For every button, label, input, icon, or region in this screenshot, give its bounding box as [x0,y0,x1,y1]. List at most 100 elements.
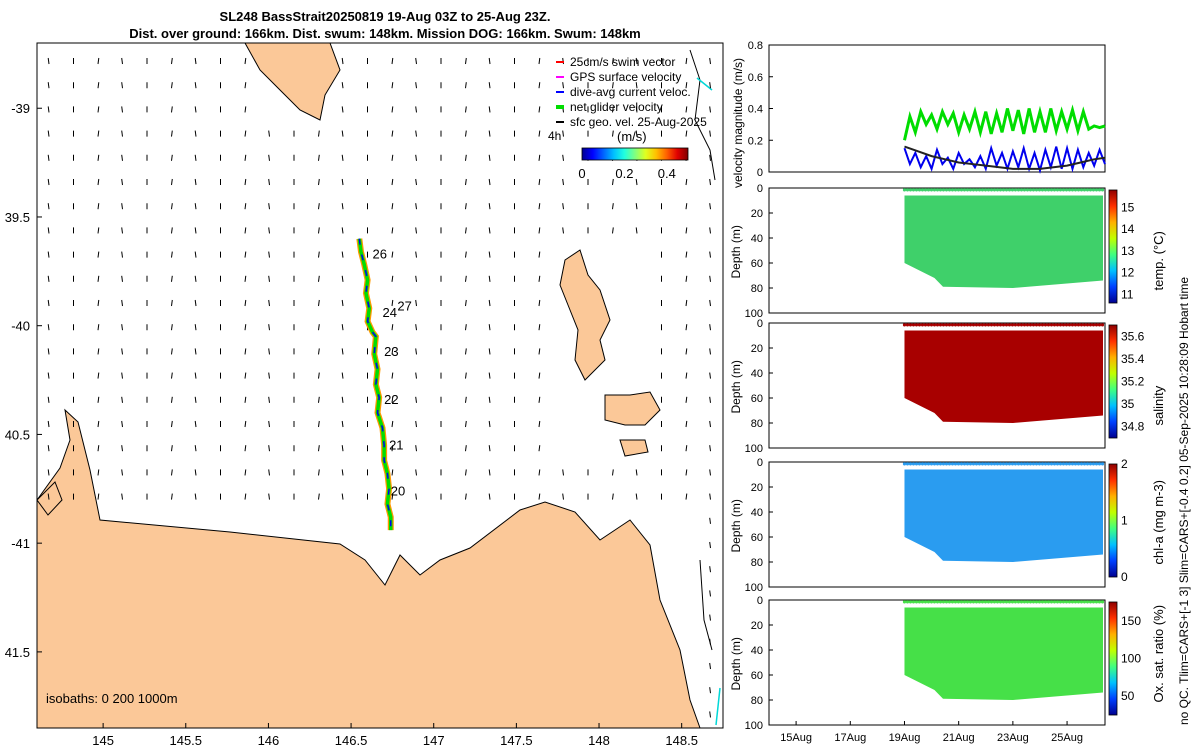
surface-sample-dot [1022,600,1027,604]
velocity-arrow [244,106,247,113]
surface-sample-dot [1073,323,1078,327]
panel-colorbar-tick: 150 [1121,614,1141,628]
velocity-arrow [318,445,320,452]
velocity-arrow [121,227,123,234]
time-tick-label: 17Aug [834,732,866,744]
surface-sample-dot [1013,188,1018,192]
velocity-arrow [538,396,541,403]
velocity-arrow [47,348,50,355]
velocity-arrow [341,348,344,355]
legend-label: sfc geo. vel. 25-Aug-2025 [570,115,707,129]
surface-sample-dot [911,323,916,327]
surface-sample-dot [1067,600,1072,604]
velocity-arrow [47,178,50,186]
surface-sample-dot [998,462,1003,466]
velocity-arrow [465,420,467,428]
map-colorbar [581,147,689,161]
surface-sample-dot [953,188,958,192]
velocity-arrow [685,420,688,428]
velocity-arrow [121,445,123,452]
velocity-arrow [538,324,541,331]
surface-sample-dot [1028,462,1033,466]
velocity-arrow [97,348,100,355]
velocity-arrow [685,348,688,355]
velocity-arrow [194,299,197,307]
side-caption: no QC. Tlim=CARS+[-1 3] Slim=CARS+[-0.4 … [1177,277,1191,725]
velocity-arrow [612,82,614,89]
panel-colorbar-tick: 11 [1121,287,1134,301]
velocity-arrow [391,469,394,476]
surface-sample-dot [1082,600,1087,604]
velocity-arrow [612,469,614,476]
velocity-arrow [194,275,197,282]
surface-sample-dot [974,462,979,466]
velocity-arrow [562,493,564,500]
surface-sample-dot [920,462,925,466]
velocity-arrow [97,420,100,428]
surface-sample-dot [923,462,928,466]
surface-sample-dot [968,600,973,604]
velocity-arrow [47,227,50,234]
velocity-arrow [709,372,711,379]
map-ytick-label: -41 [11,536,30,551]
surface-sample-dot [965,600,970,604]
depth-ytick-label: 80 [751,418,763,430]
velocity-arrow [97,324,100,331]
clarke-island [619,439,649,457]
velocity-arrow [97,299,100,307]
velocity-arrow [635,57,638,65]
surface-sample-dot [1070,188,1075,192]
velocity-arrow [685,106,688,113]
map-ytick-label: 40.5 [5,427,30,442]
surface-sample-dot [983,600,988,604]
surface-sample-dot [1001,600,1006,604]
velocity-arrow [318,178,320,186]
velocity-arrow [47,493,50,500]
velocity-arrow [415,372,417,379]
surface-sample-dot [1025,600,1030,604]
velocity-arrow [171,469,173,476]
velocity-arrow [465,203,467,210]
velocity-arrow [415,203,417,210]
velocity-ytick-label: 0 [757,167,763,179]
velocity-arrow [415,130,417,137]
time-tick-label: 15Aug [780,732,812,744]
velocity-arrow [709,420,711,428]
surface-sample-dot [914,462,919,466]
depth-data-fill [904,469,1103,562]
velocity-arrow [538,178,541,186]
depth-ytick-label: 60 [751,393,763,405]
surface-sample-dot [1028,323,1033,327]
depth-ytick-label: 80 [751,557,763,569]
surface-sample-dot [953,600,958,604]
velocity-arrow [268,203,270,210]
velocity-arrow [97,178,100,186]
velocity-arrow [244,493,247,500]
velocity-arrow [612,130,614,137]
depth-ytick-label: 40 [751,645,763,657]
surface-sample-dot [1049,600,1054,604]
velocity-arrow [709,324,711,331]
surface-sample-dot [980,600,985,604]
surface-sample-dot [938,600,943,604]
velocity-arrow [709,614,711,621]
velocity-arrow [465,106,467,113]
velocity-arrow [465,57,467,65]
surface-sample-dot [1073,462,1078,466]
cape-barren-island [604,391,661,426]
surface-sample-dot [941,600,946,604]
map-ytick-label: 39.5 [5,210,30,225]
velocity-arrow [47,469,50,476]
panel-colorbar-tick: 12 [1121,266,1135,280]
surface-sample-dot [1064,188,1069,192]
map-xtick-label: 146.5 [335,733,368,748]
velocity-arrow [415,251,417,258]
velocity-arrow [488,396,491,403]
surface-sample-dot [980,462,985,466]
velocity-arrow [47,445,50,452]
velocity-arrow [685,445,688,452]
velocity-arrow [709,469,711,476]
surface-sample-dot [1037,600,1042,604]
velocity-arrow [121,493,123,500]
panel-colorbar [1108,463,1118,578]
